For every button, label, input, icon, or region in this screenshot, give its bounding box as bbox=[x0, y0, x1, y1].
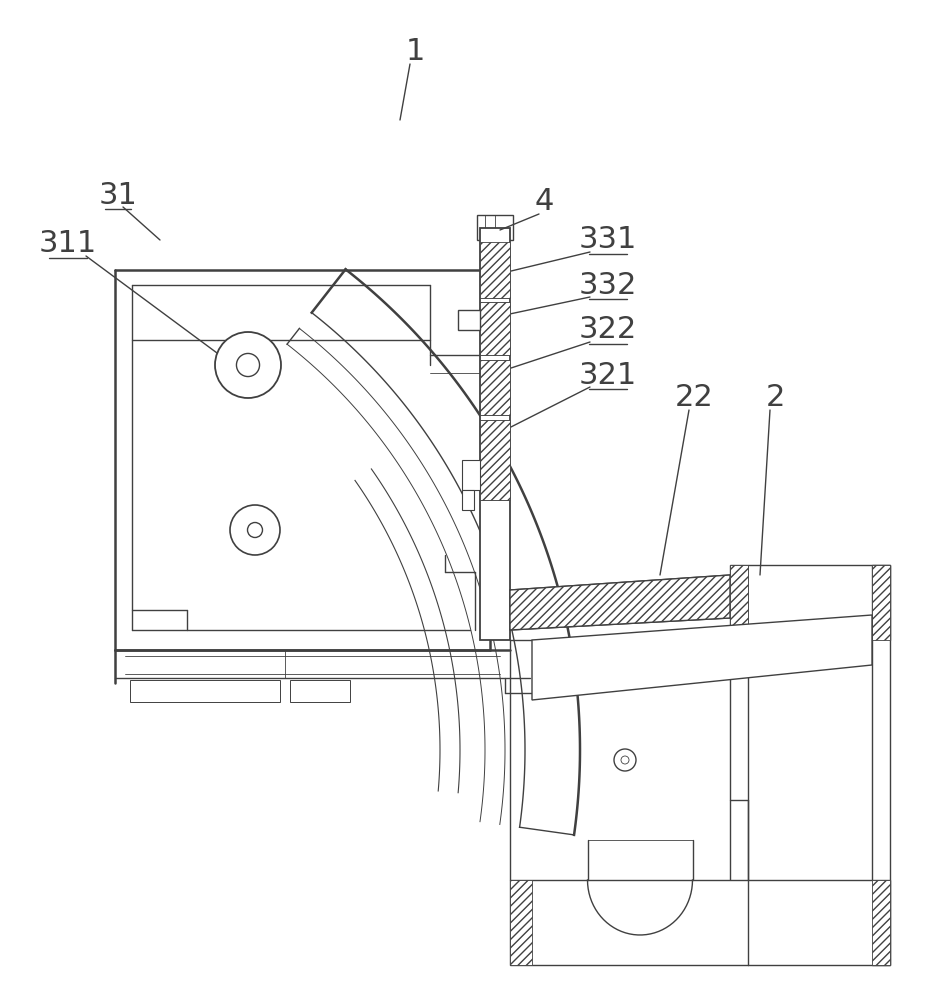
Bar bbox=[510, 880, 532, 965]
Polygon shape bbox=[532, 615, 872, 700]
Bar bbox=[510, 880, 890, 965]
Bar bbox=[290, 680, 350, 702]
Text: 1: 1 bbox=[405, 37, 425, 66]
Bar bbox=[480, 228, 510, 640]
Bar bbox=[480, 242, 510, 298]
Bar bbox=[462, 460, 480, 490]
Bar bbox=[872, 565, 890, 965]
Text: 31: 31 bbox=[99, 180, 137, 210]
Bar bbox=[458, 310, 480, 330]
Bar bbox=[477, 215, 513, 240]
Text: 321: 321 bbox=[579, 360, 637, 389]
Bar bbox=[872, 565, 890, 640]
Text: 332: 332 bbox=[579, 270, 637, 300]
Polygon shape bbox=[510, 575, 730, 630]
Text: 2: 2 bbox=[765, 383, 785, 412]
Text: 4: 4 bbox=[534, 188, 554, 217]
Circle shape bbox=[230, 505, 280, 555]
Circle shape bbox=[614, 749, 636, 771]
Bar bbox=[730, 565, 748, 640]
Circle shape bbox=[248, 522, 262, 538]
Bar bbox=[480, 302, 510, 355]
Text: 331: 331 bbox=[579, 226, 637, 254]
Circle shape bbox=[215, 332, 281, 398]
Bar bbox=[480, 420, 510, 500]
Bar bbox=[480, 360, 510, 415]
Bar bbox=[730, 565, 890, 640]
Bar bbox=[872, 880, 890, 965]
Circle shape bbox=[621, 756, 629, 764]
Bar bbox=[130, 680, 280, 702]
Text: 22: 22 bbox=[674, 383, 714, 412]
Text: 311: 311 bbox=[39, 230, 97, 258]
Text: 322: 322 bbox=[579, 316, 637, 344]
Bar bbox=[462, 490, 474, 510]
Circle shape bbox=[236, 353, 260, 377]
